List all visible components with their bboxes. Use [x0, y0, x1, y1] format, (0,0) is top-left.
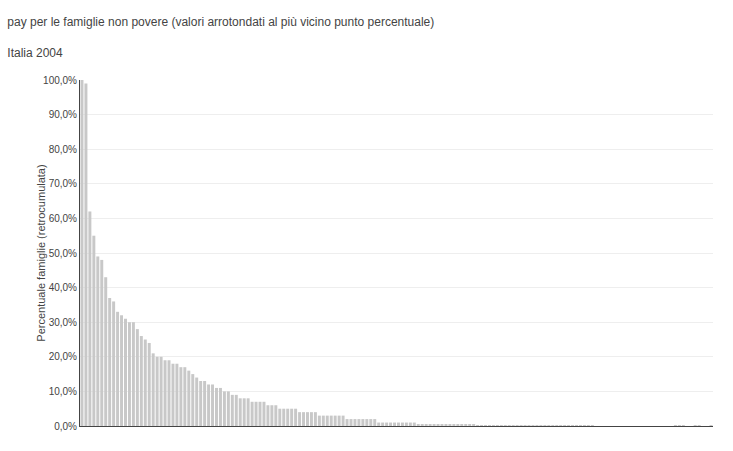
- svg-text:20,0%: 20,0%: [49, 351, 77, 362]
- svg-text:70,0%: 70,0%: [49, 178, 77, 189]
- svg-text:40,0%: 40,0%: [49, 282, 77, 293]
- svg-text:Italia 2004: Italia 2004: [7, 46, 63, 60]
- svg-text:80,0%: 80,0%: [49, 144, 77, 155]
- svg-text:100,0%: 100,0%: [43, 75, 77, 86]
- svg-text:Percentuale famiglie (retrocum: Percentuale famiglie (retrocumulata): [35, 164, 47, 341]
- svg-text:pay per le famiglie non povere: pay per le famiglie non povere (valori a…: [7, 15, 434, 29]
- svg-text:30,0%: 30,0%: [49, 317, 77, 328]
- svg-text:10,0%: 10,0%: [49, 386, 77, 397]
- svg-text:60,0%: 60,0%: [49, 213, 77, 224]
- svg-text:0,0%: 0,0%: [54, 421, 77, 432]
- svg-text:90,0%: 90,0%: [49, 109, 77, 120]
- svg-text:50,0%: 50,0%: [49, 248, 77, 259]
